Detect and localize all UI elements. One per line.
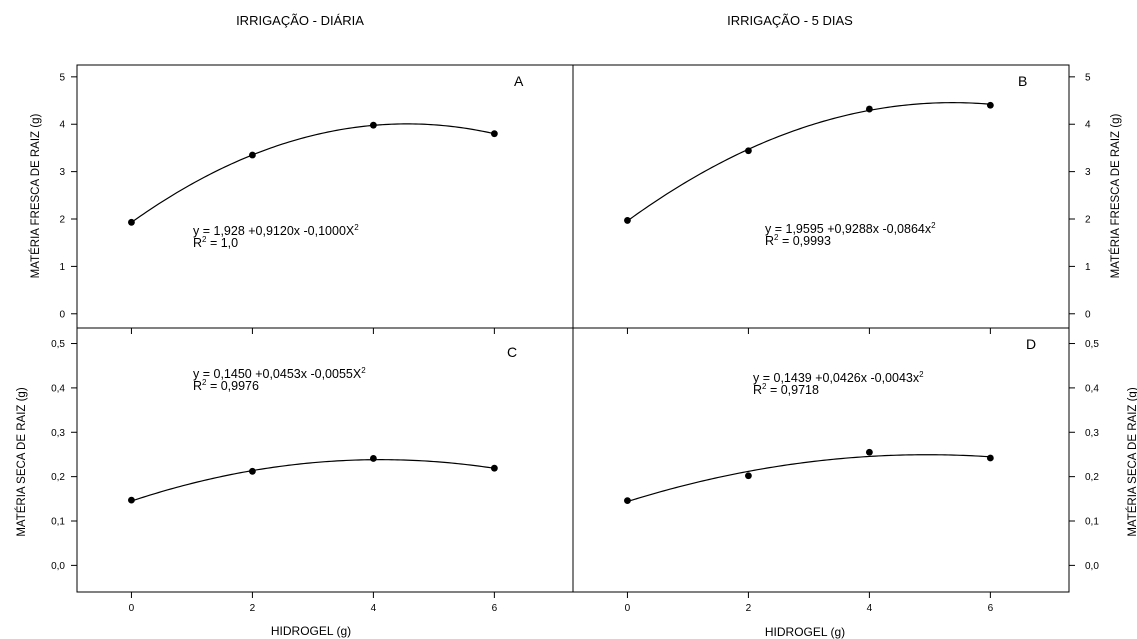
data-point: [986, 101, 994, 109]
x-tick-label: 4: [371, 603, 377, 614]
panel-c-dry-daily: 0,0 0,1 0,2 0,3 0,4 0,5 0 2 4 6 Cy = 0,1450 +0,045…: [51, 327, 574, 614]
x-tick-label: 6: [988, 603, 994, 614]
data-point: [865, 448, 873, 456]
x-axis-title-right: HIDROGEL (g): [765, 625, 845, 639]
regression-equation: y = 0,1450 +0,0453x -0,0055X2: [193, 366, 366, 381]
r-squared: R2 = 0,9976: [193, 378, 259, 393]
y-tick-label: 0,4: [51, 383, 65, 394]
y-tick-label: 4: [1085, 120, 1091, 131]
panel-label: C: [507, 344, 517, 360]
y-tick-label: 0,4: [1085, 383, 1099, 394]
y-axis-title-right-bottom: MATÉRIA SECA DE RAIZ (g): [1126, 387, 1137, 536]
y-tick-label: 5: [59, 72, 65, 83]
y-tick-label: 1: [59, 262, 65, 273]
panel-label: D: [1026, 336, 1036, 352]
data-point: [865, 105, 873, 113]
data-point: [490, 130, 498, 138]
data-point: [369, 121, 377, 129]
data-point: [986, 454, 994, 462]
panel-a-frame: [76, 64, 574, 329]
y-axis-title-left-top: MATÉRIA FRESCA DE RAIZ (g): [29, 114, 42, 279]
y-tick-label: 4: [59, 120, 65, 131]
y-tick-label: 2: [1085, 215, 1091, 226]
regression-curve: [627, 454, 991, 503]
y-tick-label: 0,5: [51, 339, 65, 350]
y-tick-label: 3: [1085, 167, 1091, 178]
data-point: [128, 496, 135, 504]
r-squared: R2 = 1,0: [193, 235, 238, 250]
y-tick-label: 2: [59, 215, 65, 226]
x-tick-label: 4: [867, 603, 873, 614]
y-axis-title-left-bottom: MATÉRIA SECA DE RAIZ (g): [15, 387, 28, 536]
regression-curve: [627, 102, 991, 222]
x-tick-label: 2: [746, 603, 752, 614]
y-tick-label: 0,0: [1085, 561, 1099, 572]
r-squared: R2 = 0,9993: [765, 233, 831, 248]
left-column-title: IRRIGAÇÃO - DIÁRIA: [236, 13, 364, 28]
y-tick-label: 0,3: [51, 428, 65, 439]
regression-curve: [131, 459, 495, 502]
y-tick-label: 0,1: [1085, 517, 1099, 528]
y-tick-label: 0,1: [51, 517, 65, 528]
right-column-title: IRRIGAÇÃO - 5 DIAS: [727, 13, 853, 28]
panel-label: A: [514, 73, 524, 89]
y-tick-label: 1: [1085, 262, 1091, 273]
r-squared: R2 = 0,9718: [753, 382, 819, 397]
regression-equation: y = 1,928 +0,9120x -0,1000X2: [193, 223, 359, 238]
data-point: [490, 464, 498, 472]
panel-d-dry-5days: 0,0 0,1 0,2 0,3 0,4 0,5 0 2 4 6 Dy = 0,1439 +0,042…: [572, 327, 1099, 614]
y-tick-label: 0,0: [51, 561, 65, 572]
y-tick-label: 3: [59, 167, 65, 178]
panel-d-frame: [572, 327, 1070, 593]
x-tick-label: 6: [492, 603, 498, 614]
regression-equation: y = 1,9595 +0,9288x -0,0864x2: [765, 221, 936, 236]
y-tick-label: 0,3: [1085, 428, 1099, 439]
y-tick-label: 0: [59, 309, 65, 320]
y-tick-label: 0,2: [51, 472, 65, 483]
regression-equation: y = 0,1439 +0,0426x -0,0043x2: [753, 370, 924, 385]
data-point: [369, 455, 377, 462]
y-tick-label: 5: [1085, 72, 1091, 83]
y-axis-title-right-top: MATÉRIA FRESCA DE RAIZ (g): [1109, 114, 1122, 279]
panel-b-frame: [572, 64, 1070, 329]
x-tick-label: 0: [625, 603, 631, 614]
data-point: [249, 467, 256, 475]
x-tick-label: 0: [129, 603, 135, 614]
regression-curve: [131, 123, 495, 223]
y-tick-label: 0,2: [1085, 472, 1099, 483]
y-tick-label: 0,5: [1085, 339, 1099, 350]
data-point: [624, 217, 631, 224]
x-tick-label: 2: [250, 603, 256, 614]
data-point: [128, 218, 135, 226]
y-tick-label: 0: [1085, 309, 1091, 320]
data-point: [745, 472, 752, 480]
data-point: [249, 151, 256, 159]
panel-label: B: [1018, 73, 1027, 89]
x-axis-title-left: HIDROGEL (g): [271, 624, 351, 638]
data-point: [745, 147, 752, 155]
data-point: [624, 497, 631, 504]
